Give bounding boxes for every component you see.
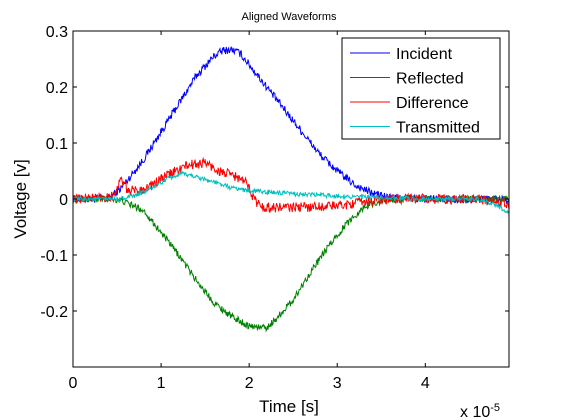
x-tick-label: 0 [69,375,78,392]
ticks-layer: 0 1 2 3 4 0.3 0.2 0.1 0 -0.1 -0.2 [40,24,509,392]
y-tick-label: 0.1 [46,136,68,153]
y-tick-label: 0.2 [46,80,68,97]
legend-box [341,37,501,140]
x-multiplier-label: x 10-5 [460,402,500,420]
legend-label-reflected: Reflected [396,71,464,88]
x-multiplier-exponent: -5 [490,402,500,414]
legend-label-incident: Incident [396,46,453,63]
series-line-transmitted [72,170,510,215]
legend-label-transmitted: Transmitted [396,120,480,137]
x-tick-label: 2 [245,375,254,392]
x-axis-label: Time [s] [259,397,319,416]
legend-label-difference: Difference [396,95,469,112]
chart-title: Aligned Waveforms [242,11,337,23]
y-tick-label: -0.1 [40,248,68,265]
series-layer [72,46,510,333]
y-axis-label: Voltage [v] [11,159,30,238]
x-tick-label: 3 [333,375,342,392]
legend: Incident Reflected Difference Transmitted [341,37,501,140]
y-tick-label: 0.3 [46,24,68,41]
x-tick-label: 1 [157,375,166,392]
x-multiplier-base: x 10 [460,404,490,420]
x-tick-label: 4 [421,375,430,392]
series-line-reflected [72,194,510,333]
y-tick-label: -0.2 [40,304,68,321]
y-tick-label: 0 [59,192,68,209]
